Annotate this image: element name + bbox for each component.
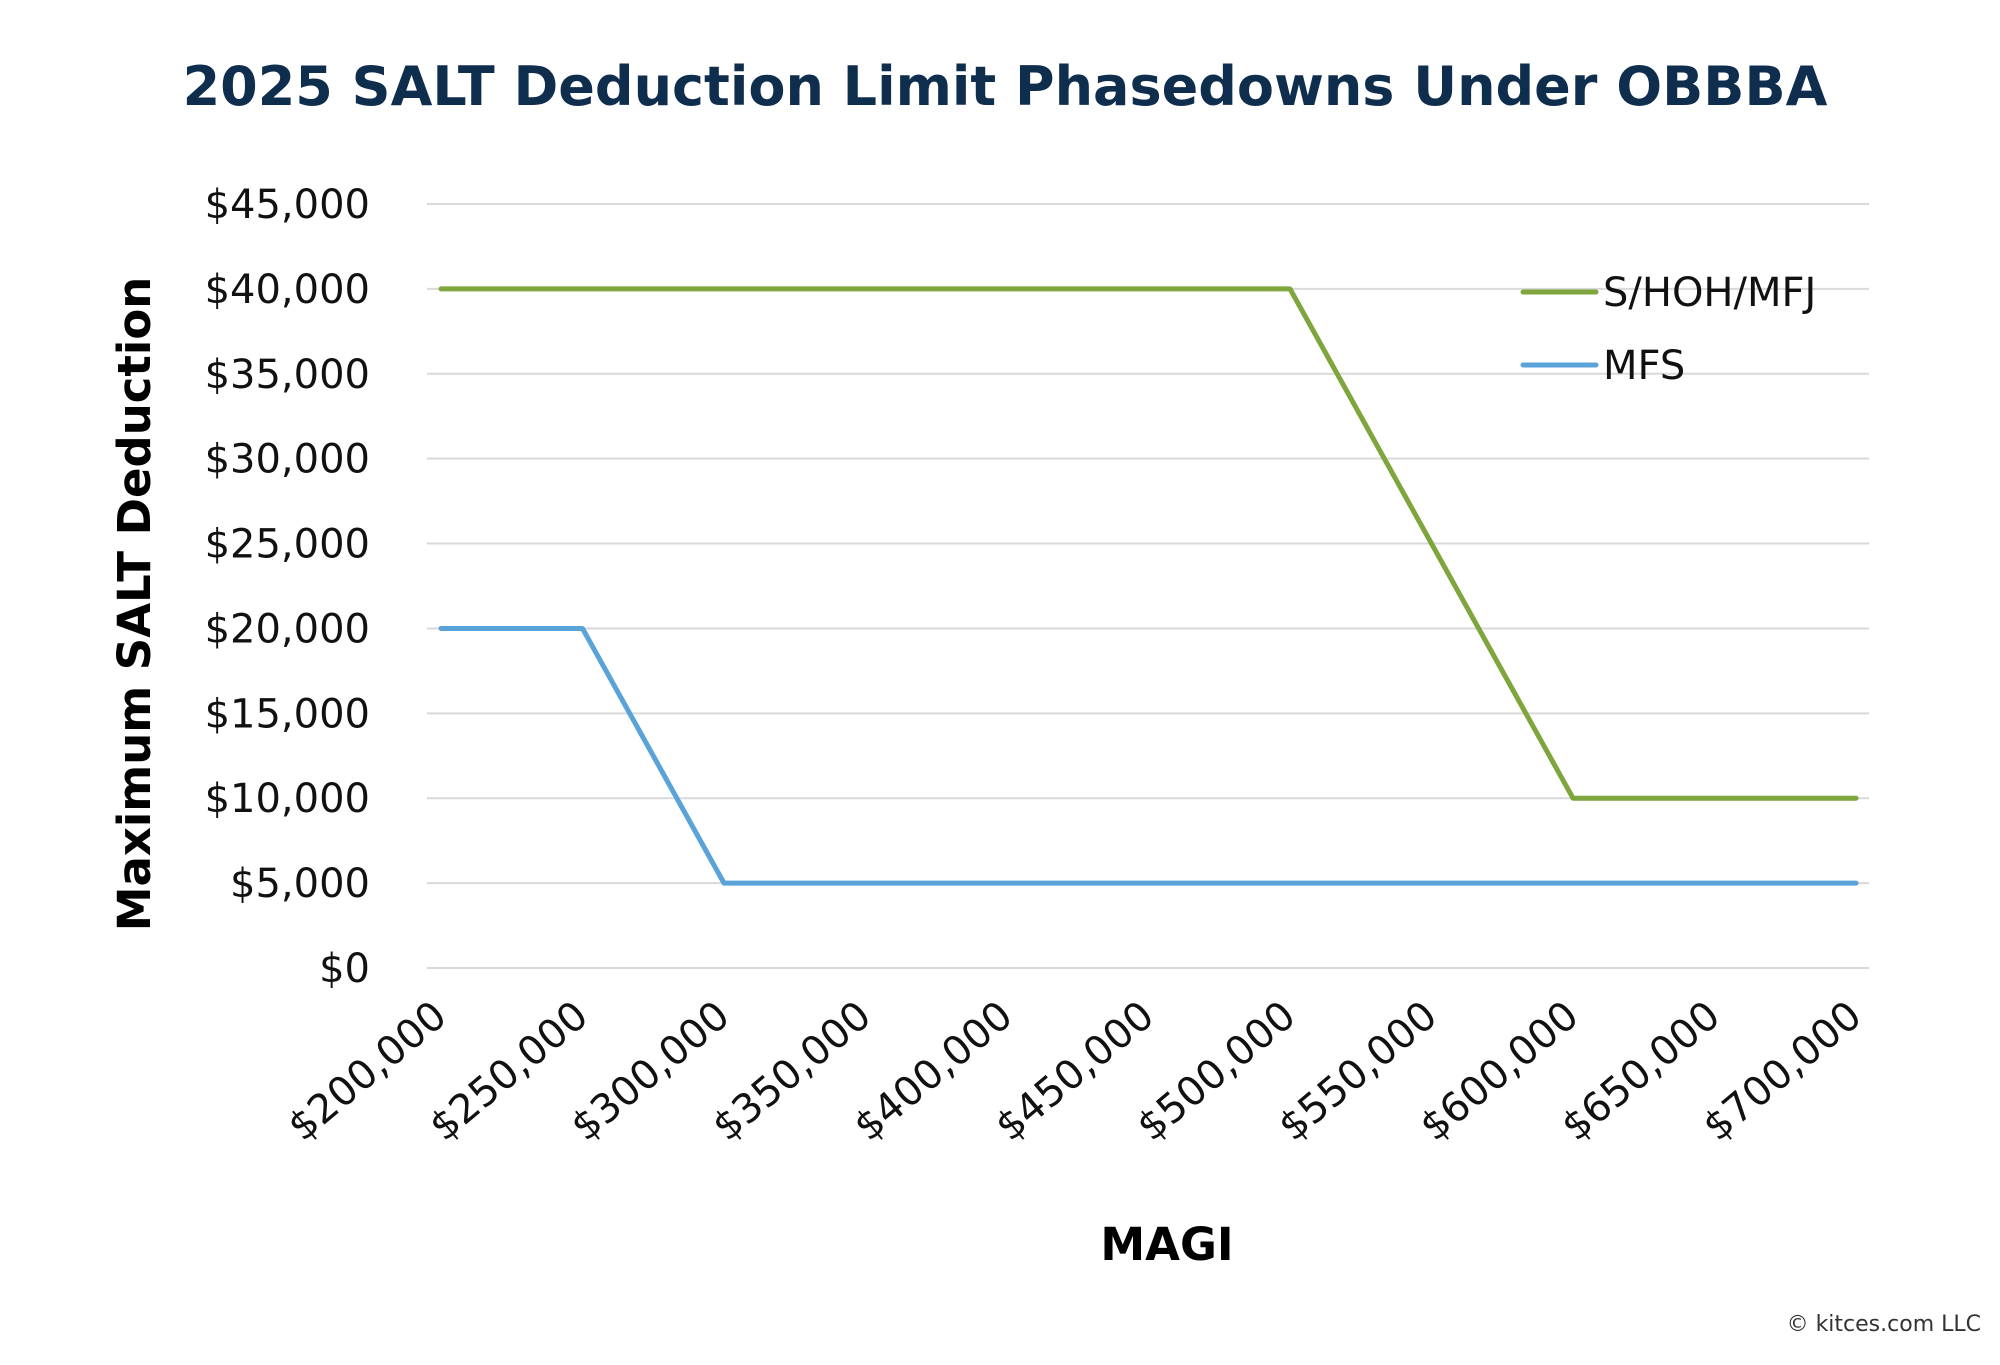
legend: S/HOH/MFJ MFS <box>1520 270 1816 389</box>
x-tick-label: $450,000 <box>987 992 1163 1150</box>
legend-label: S/HOH/MFJ <box>1603 270 1816 316</box>
y-tick-label: $5,000 <box>230 861 370 907</box>
x-tick-label: $300,000 <box>563 992 739 1150</box>
chart-title: 2025 SALT Deduction Limit Phasedowns Und… <box>183 55 1828 118</box>
y-tick-label: $0 <box>319 946 370 992</box>
y-tick-label: $40,000 <box>205 267 370 313</box>
x-tick-label: $650,000 <box>1553 992 1729 1150</box>
legend-label: MFS <box>1603 343 1685 389</box>
gridlines <box>427 203 1869 969</box>
x-tick-label: $550,000 <box>1270 992 1446 1150</box>
x-axis-label: MAGI <box>1100 1218 1233 1271</box>
y-tick-label: $20,000 <box>205 606 370 652</box>
y-tick-label: $45,000 <box>205 182 370 228</box>
x-tick-label: $200,000 <box>280 992 456 1150</box>
y-tick-label: $25,000 <box>205 522 370 568</box>
y-axis-label: Maximum SALT Deduction <box>108 277 161 932</box>
x-axis-ticks: $200,000$250,000$300,000$350,000$400,000… <box>280 992 1871 1150</box>
x-tick-label: $250,000 <box>421 992 597 1150</box>
x-tick-label: $400,000 <box>846 992 1022 1150</box>
y-tick-label: $30,000 <box>205 437 370 483</box>
series-line-mfs <box>438 625 1859 886</box>
copyright: © kitces.com LLC <box>1787 1312 1981 1337</box>
y-axis-ticks: $0 $5,000 $10,000 $15,000 $20,000 $25,000 $30,… <box>205 182 370 992</box>
y-tick-label: $15,000 <box>205 691 370 737</box>
y-tick-label: $10,000 <box>205 776 370 822</box>
series-line-s-hoh-mfj <box>438 286 1859 801</box>
x-tick-label: $600,000 <box>1412 992 1588 1150</box>
x-tick-label: $700,000 <box>1695 992 1871 1150</box>
series-lines <box>438 286 1859 886</box>
x-tick-label: $350,000 <box>704 992 880 1150</box>
y-tick-label: $35,000 <box>205 352 370 398</box>
x-tick-label: $500,000 <box>1129 992 1305 1150</box>
